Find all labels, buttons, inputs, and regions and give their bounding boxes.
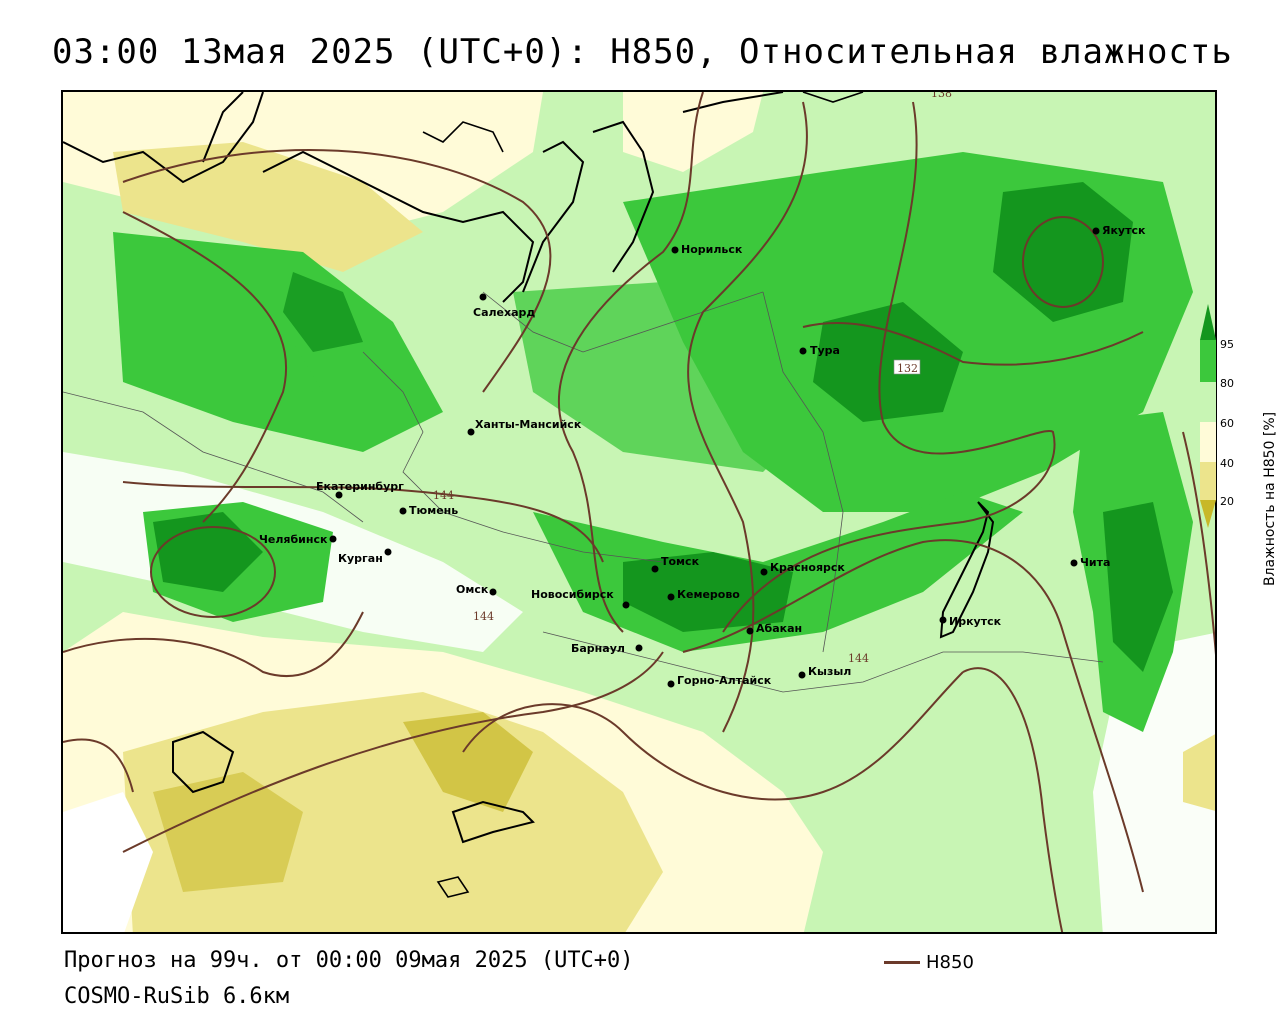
model-name: COSMO-RuSib 6.6км bbox=[64, 984, 290, 1009]
colorbar-20-40 bbox=[1200, 462, 1216, 500]
svg-text:Кызыл: Кызыл bbox=[808, 665, 851, 678]
isoline-label: 144 bbox=[473, 610, 494, 623]
svg-text:Томск: Томск bbox=[661, 555, 700, 568]
colorbar-lt20 bbox=[1200, 500, 1216, 528]
svg-text:Чита: Чита bbox=[1080, 556, 1110, 569]
city-tyumen: Тюмень bbox=[399, 504, 458, 517]
isoline-label: 144 bbox=[848, 652, 869, 665]
svg-text:Ханты-Мансийск: Ханты-Мансийск bbox=[475, 418, 582, 431]
svg-text:Омск: Омск bbox=[456, 583, 489, 596]
colorbar-tick: 95 bbox=[1220, 338, 1234, 351]
city-abakan: Абакан bbox=[746, 622, 802, 635]
svg-text:Кемерово: Кемерово bbox=[677, 588, 740, 601]
city-tura: Тура bbox=[799, 344, 840, 357]
city-kemerovo: Кемерово bbox=[667, 588, 740, 601]
colorbar-tick: 60 bbox=[1220, 417, 1234, 430]
svg-text:Норильск: Норильск bbox=[681, 243, 743, 256]
city-kurgan: Курган bbox=[338, 548, 392, 565]
colorbar-gt95 bbox=[1200, 304, 1216, 340]
city-kyzyl: Кызыл bbox=[798, 665, 851, 679]
svg-text:Абакан: Абакан bbox=[756, 622, 802, 635]
isoline-legend: H850 bbox=[884, 952, 974, 973]
isoline-label: 138 bbox=[931, 92, 952, 100]
city-irkutsk: Иркутск bbox=[939, 615, 1002, 628]
svg-text:Новосибирск: Новосибирск bbox=[531, 588, 614, 601]
svg-text:Салехард: Салехард bbox=[473, 306, 535, 319]
city-khanty-mansiysk: Ханты-Мансийск bbox=[467, 418, 582, 436]
humidity-map: 144 144 144 138 132 Якутск Норильск Сале… bbox=[63, 92, 1215, 932]
colorbar-40-60 bbox=[1200, 422, 1216, 462]
city-salekhard: Салехард bbox=[473, 293, 535, 319]
colorbar-80-95 bbox=[1200, 340, 1216, 382]
city-tomsk: Томск bbox=[651, 555, 700, 573]
humidity-colorbar: 95 80 60 40 20 bbox=[1200, 304, 1234, 528]
city-yakutsk: Якутск bbox=[1092, 224, 1146, 237]
colorbar-tick: 80 bbox=[1220, 377, 1234, 390]
city-yekaterinburg: Екатеринбург bbox=[316, 480, 404, 499]
colorbar-tick: 20 bbox=[1220, 495, 1234, 508]
svg-text:Якутск: Якутск bbox=[1102, 224, 1146, 237]
isoline-label: 132 bbox=[897, 362, 918, 375]
svg-text:Курган: Курган bbox=[338, 552, 383, 565]
svg-text:Барнаул: Барнаул bbox=[571, 642, 625, 655]
city-chelyabinsk: Челябинск bbox=[259, 533, 337, 546]
city-novosibirsk: Новосибирск bbox=[531, 588, 630, 609]
colorbar-60-80 bbox=[1200, 382, 1216, 422]
isoline-label: 144 bbox=[433, 489, 454, 502]
city-omsk: Омск bbox=[456, 583, 497, 596]
isoline-swatch bbox=[884, 961, 920, 964]
svg-text:Красноярск: Красноярск bbox=[770, 561, 845, 574]
svg-text:Тюмень: Тюмень bbox=[409, 504, 458, 517]
svg-text:Горно-Алтайск: Горно-Алтайск bbox=[677, 674, 772, 687]
svg-text:Тура: Тура bbox=[810, 344, 840, 357]
svg-text:Челябинск: Челябинск bbox=[259, 533, 328, 546]
isoline-legend-label: H850 bbox=[926, 952, 974, 973]
svg-text:Иркутск: Иркутск bbox=[949, 615, 1002, 628]
colorbar-tick: 40 bbox=[1220, 457, 1234, 470]
svg-text:Екатеринбург: Екатеринбург bbox=[316, 480, 404, 493]
city-krasnoyarsk: Красноярск bbox=[760, 561, 845, 576]
city-chita: Чита bbox=[1070, 556, 1110, 569]
map-panel: 144 144 144 138 132 Якутск Норильск Сале… bbox=[61, 90, 1217, 934]
colorbar-title: Влажность на H850 [%] bbox=[1262, 411, 1278, 586]
map-title: 03:00 13мая 2025 (UTC+0): H850, Относите… bbox=[52, 32, 1233, 72]
city-gorno-altaysk: Горно-Алтайск bbox=[667, 674, 772, 688]
city-norilsk: Норильск bbox=[671, 243, 743, 256]
city-barnaul: Барнаул bbox=[571, 642, 643, 655]
forecast-info: Прогноз на 99ч. от 00:00 09мая 2025 (UTC… bbox=[64, 948, 634, 973]
